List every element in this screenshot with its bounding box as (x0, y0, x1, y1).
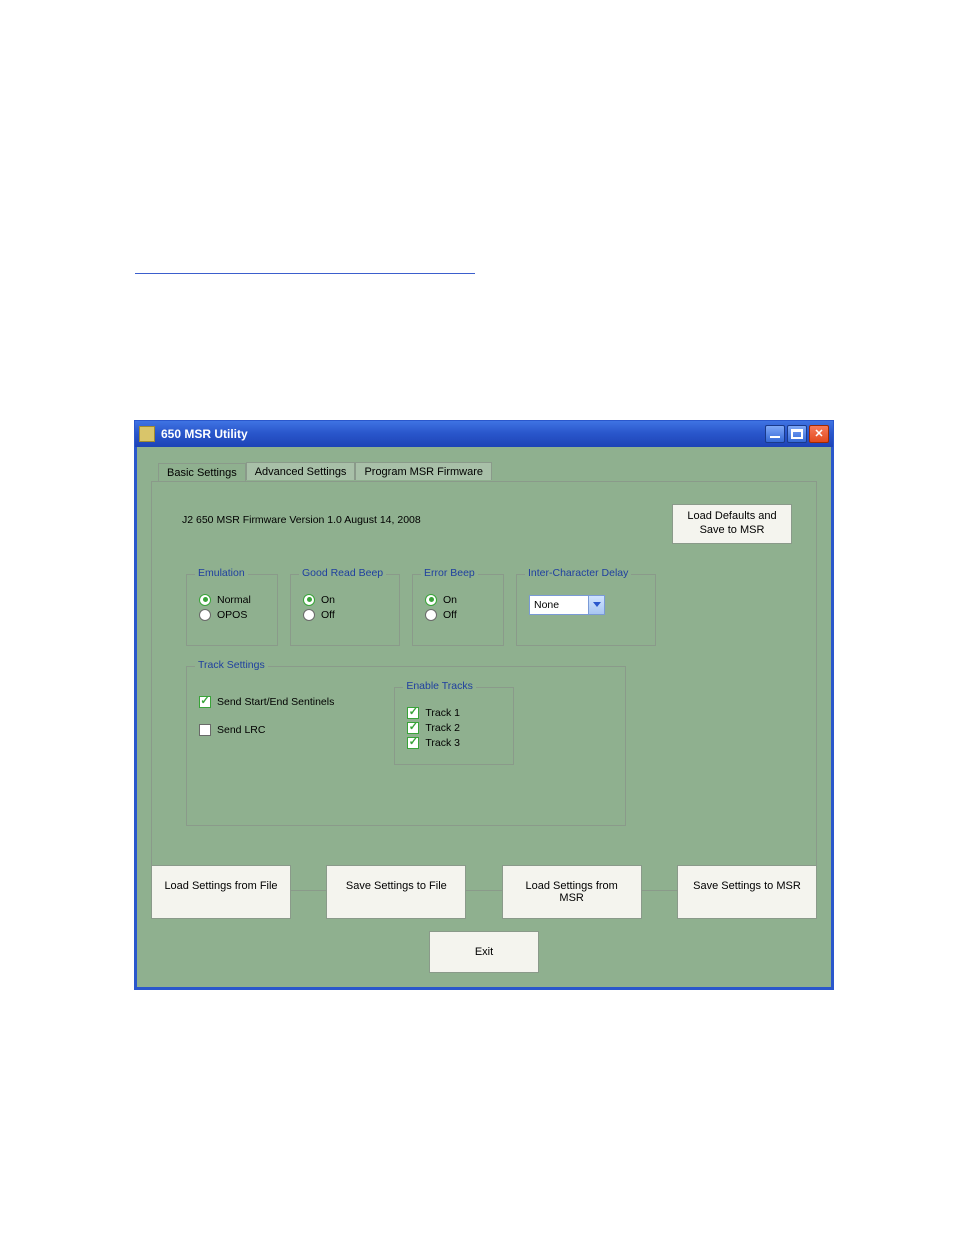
button-label: Save Settings to MSR (693, 880, 801, 892)
tab-basic-settings[interactable]: Basic Settings (158, 463, 246, 481)
button-label-line: Save to MSR (683, 524, 781, 538)
button-label: Load Settings from File (164, 880, 277, 892)
group-legend: Good Read Beep (299, 567, 386, 579)
group-emulation: Emulation Normal OPOS (186, 574, 278, 646)
radio-label: On (443, 594, 457, 606)
save-settings-to-file-button[interactable]: Save Settings to File (326, 865, 466, 919)
radio-label: OPOS (217, 609, 247, 621)
button-label-line: Load Defaults and (683, 510, 781, 524)
radio-label: Normal (217, 594, 251, 606)
radio-icon (303, 594, 315, 606)
group-good-read-beep: Good Read Beep On Off (290, 574, 400, 646)
radio-icon (303, 609, 315, 621)
tab-label: Advanced Settings (255, 466, 347, 478)
group-enable-tracks: Enable Tracks ✓ Track 1 ✓ Track 2 ✓ (394, 687, 514, 765)
radio-icon (199, 594, 211, 606)
button-label: Load Settings from MSR (525, 880, 617, 904)
checkbox-track-3[interactable]: ✓ Track 3 (407, 737, 501, 749)
checkbox-label: Track 3 (425, 737, 460, 749)
exit-button[interactable]: Exit (429, 931, 539, 973)
combo-value: None (534, 599, 559, 611)
group-legend: Error Beep (421, 567, 478, 579)
radio-label: Off (443, 609, 457, 621)
load-settings-from-file-button[interactable]: Load Settings from File (151, 865, 291, 919)
close-button[interactable] (809, 425, 829, 443)
tab-label: Basic Settings (167, 467, 237, 479)
radio-label: Off (321, 609, 335, 621)
group-legend: Emulation (195, 567, 248, 579)
radio-label: On (321, 594, 335, 606)
checkbox-track-1[interactable]: ✓ Track 1 (407, 707, 501, 719)
group-legend: Enable Tracks (403, 680, 476, 692)
load-settings-from-msr-button[interactable]: Load Settings from MSR (502, 865, 642, 919)
checkbox-icon: ✓ (407, 707, 419, 719)
window-controls (765, 425, 829, 443)
tab-panel: Basic Settings Advanced Settings Program… (151, 481, 817, 891)
checkbox-send-sentinels[interactable]: ✓ Send Start/End Sentinels (199, 696, 334, 708)
button-label: Save Settings to File (346, 880, 447, 892)
app-icon (139, 426, 155, 442)
chevron-down-icon (588, 596, 604, 614)
load-defaults-button[interactable]: Load Defaults and Save to MSR (672, 504, 792, 544)
radio-emulation-normal[interactable]: Normal (199, 594, 265, 606)
checkbox-label: Track 2 (425, 722, 460, 734)
maximize-button[interactable] (787, 425, 807, 443)
radio-icon (425, 594, 437, 606)
radio-icon (199, 609, 211, 621)
tab-program-firmware[interactable]: Program MSR Firmware (355, 462, 492, 480)
group-error-beep: Error Beep On Off (412, 574, 504, 646)
group-legend: Track Settings (195, 659, 268, 671)
firmware-version-text: J2 650 MSR Firmware Version 1.0 August 1… (176, 504, 421, 526)
checkbox-label: Track 1 (425, 707, 460, 719)
save-settings-to-msr-button[interactable]: Save Settings to MSR (677, 865, 817, 919)
group-legend: Inter-Character Delay (525, 567, 631, 579)
bottom-button-bar: Load Settings from File Save Settings to… (151, 865, 817, 973)
checkbox-track-2[interactable]: ✓ Track 2 (407, 722, 501, 734)
tab-body: J2 650 MSR Firmware Version 1.0 August 1… (152, 482, 816, 890)
minimize-button[interactable] (765, 425, 785, 443)
client-area: Basic Settings Advanced Settings Program… (137, 447, 831, 987)
radio-good-beep-off[interactable]: Off (303, 609, 387, 621)
titlebar: 650 MSR Utility (135, 421, 833, 447)
button-label: Exit (475, 946, 493, 958)
radio-good-beep-on[interactable]: On (303, 594, 387, 606)
checkbox-label: Send Start/End Sentinels (217, 696, 334, 708)
checkbox-icon: ✓ (407, 737, 419, 749)
group-track-settings: Track Settings ✓ Send Start/End Sentinel… (186, 666, 626, 826)
radio-emulation-opos[interactable]: OPOS (199, 609, 265, 621)
tab-advanced-settings[interactable]: Advanced Settings (246, 462, 356, 480)
radio-error-beep-on[interactable]: On (425, 594, 491, 606)
inter-char-delay-combo[interactable]: None (529, 595, 605, 615)
radio-error-beep-off[interactable]: Off (425, 609, 491, 621)
checkbox-icon: ✓ (407, 722, 419, 734)
checkbox-label: Send LRC (217, 724, 265, 736)
app-window: 650 MSR Utility Basic Settings Advanced … (134, 420, 834, 990)
tab-label: Program MSR Firmware (364, 466, 483, 478)
checkbox-icon: ✓ (199, 724, 211, 736)
checkbox-send-lrc[interactable]: ✓ Send LRC (199, 724, 334, 736)
radio-icon (425, 609, 437, 621)
checkbox-icon: ✓ (199, 696, 211, 708)
tabstrip: Basic Settings Advanced Settings Program… (158, 462, 492, 480)
window-title: 650 MSR Utility (161, 427, 765, 441)
decorative-underline (135, 273, 475, 274)
group-inter-char-delay: Inter-Character Delay None (516, 574, 656, 646)
